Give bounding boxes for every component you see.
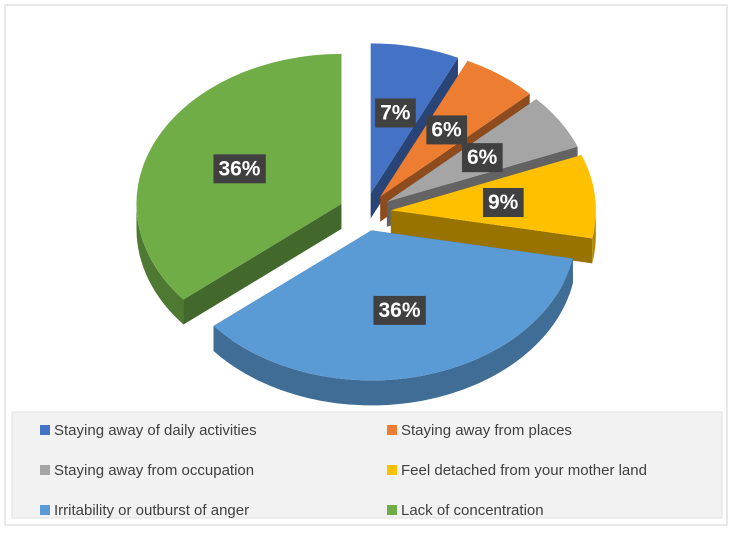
legend-swatch bbox=[40, 425, 50, 435]
data-label-box bbox=[482, 187, 524, 217]
legend-label: Staying away from occupation bbox=[54, 462, 254, 479]
legend: Staying away of daily activities Staying … bbox=[40, 422, 647, 519]
legend-label: Irritability or outburst of anger bbox=[54, 502, 249, 519]
legend-label: Lack of concentration bbox=[401, 502, 544, 519]
slice-face bbox=[183, 203, 342, 325]
slice-side bbox=[136, 203, 184, 325]
data-label: 36% bbox=[378, 299, 420, 322]
legend-box bbox=[11, 411, 723, 519]
legend-swatch bbox=[40, 505, 50, 515]
data-label-box bbox=[426, 115, 468, 145]
legend-label: Staying away from places bbox=[401, 422, 572, 439]
slice-side bbox=[213, 258, 573, 406]
data-label-box bbox=[213, 154, 266, 184]
legend-label: Staying away of daily activities bbox=[54, 422, 257, 439]
data-label: 6% bbox=[467, 146, 498, 169]
legend-label: Feel detached from your mother land bbox=[401, 462, 647, 479]
data-label: 36% bbox=[218, 157, 260, 180]
data-label-box bbox=[375, 98, 416, 128]
legend-swatch bbox=[387, 505, 397, 515]
data-labels: 7% 6%6% 9% 36% 36% bbox=[213, 98, 524, 325]
slice-face bbox=[390, 210, 593, 264]
slice-side bbox=[592, 210, 596, 264]
data-label: 7% bbox=[380, 101, 411, 124]
legend-swatch bbox=[40, 465, 50, 475]
data-label: 9% bbox=[488, 191, 519, 214]
data-label: 6% bbox=[431, 118, 462, 141]
data-label-box bbox=[373, 295, 426, 325]
legend-swatch bbox=[387, 425, 397, 435]
legend-swatch bbox=[387, 465, 397, 475]
data-label-box bbox=[461, 143, 503, 173]
